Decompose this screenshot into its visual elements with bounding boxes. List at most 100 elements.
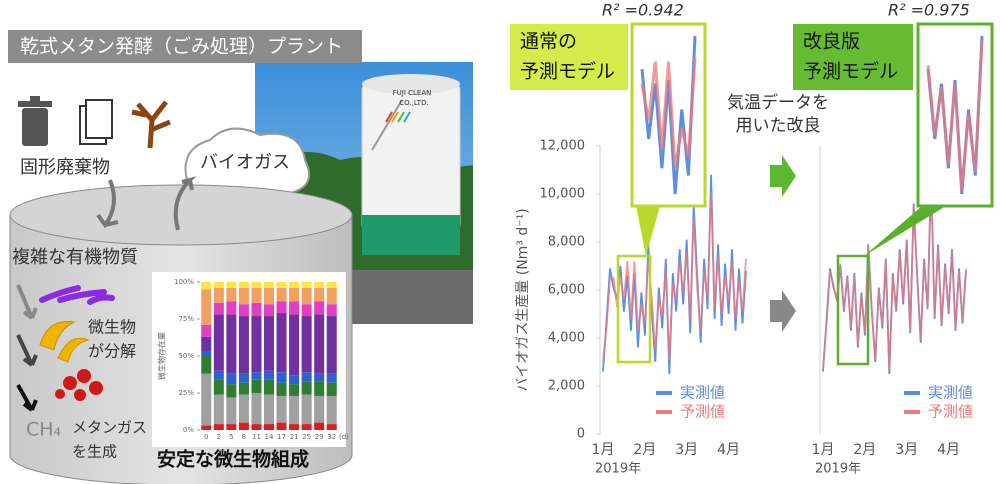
x-tick-label: 2月: [853, 442, 876, 458]
bar-segment: [251, 424, 262, 430]
x-tick-label: 32: [327, 433, 336, 441]
bar-segment: [238, 316, 249, 374]
x-unit: (d): [339, 433, 349, 441]
callout: [864, 206, 946, 256]
bar-segment: [314, 373, 325, 382]
model-label: 予測モデル: [520, 61, 615, 83]
bar-segment: [326, 282, 337, 288]
bar-segment: [276, 282, 287, 288]
bar-segment: [276, 382, 287, 396]
process-icons: [16, 284, 115, 412]
bar-segment: [276, 372, 287, 383]
x-tick-label: 2月: [633, 442, 656, 458]
bar-segment: [276, 287, 287, 302]
bar-segment: [251, 379, 262, 393]
arrow: [173, 176, 197, 231]
y-tick-label: 0: [577, 427, 585, 442]
waste-label: 固形廃棄物: [20, 157, 110, 178]
legend-label: 予測値: [928, 403, 973, 421]
zoom-box: [616, 254, 652, 364]
y-tick-label: 100%: [174, 278, 194, 286]
bar-segment: [238, 422, 249, 430]
bar-segment: [251, 316, 262, 373]
bar-segment: [251, 282, 262, 288]
x-tick-label: 2: [217, 433, 221, 441]
series-line: [822, 177, 967, 372]
bar-segment: [213, 302, 224, 315]
bar-segment: [201, 356, 212, 374]
bar-segment: [263, 304, 275, 317]
y-tick-label: 75%: [178, 315, 194, 323]
bar-segment: [251, 302, 262, 317]
zoom-box: [836, 254, 870, 366]
bar-segment: [213, 424, 224, 430]
y-tick-label: 0%: [183, 426, 194, 434]
bar-segment: [213, 287, 224, 303]
x-tick-label: 0: [204, 433, 208, 441]
organic-label: 複雑な有機物質: [12, 247, 138, 268]
decompose-label: が分解: [88, 342, 136, 361]
y-axis-title: 微生物存在量: [157, 332, 167, 380]
bar-segment: [251, 287, 262, 303]
bar-segment: [213, 379, 224, 395]
bar-segment: [226, 373, 237, 385]
model-label: 予測モデル: [803, 61, 898, 83]
bar-segment: [289, 314, 300, 376]
bar-segment: [263, 424, 275, 430]
zoom-line: [640, 57, 697, 169]
model-label-box: [793, 24, 913, 90]
bar-segment: [263, 316, 275, 371]
bar-segment: [238, 282, 249, 288]
x-tick-label: 11: [252, 433, 261, 441]
y-tick-label: 2,000: [548, 379, 585, 394]
bar-segment: [263, 282, 275, 288]
bar-segment: [289, 424, 300, 430]
bar-segment: [238, 287, 249, 305]
bar-segment: [238, 373, 249, 383]
y-tick-label: 4,000: [548, 331, 585, 346]
legend-label: 予測値: [680, 403, 725, 421]
gas-cloud: [184, 127, 311, 197]
bar-segment: [314, 381, 325, 396]
bar-segment: [226, 282, 237, 288]
decompose-label: 微生物: [88, 318, 136, 337]
x-tick-label: 17: [277, 433, 286, 441]
zoom-line: [926, 39, 984, 191]
x-tick-label: 5: [229, 433, 233, 441]
bar-segment: [276, 301, 287, 314]
bar-segment: [301, 372, 312, 382]
bar-segment: [289, 287, 300, 302]
bar-segment: [301, 394, 312, 425]
bar-segment: [314, 395, 325, 423]
ch4-label: CH₄: [26, 419, 62, 441]
bar-segment: [301, 381, 312, 395]
bar-segment: [314, 287, 325, 302]
bar-segment: [326, 316, 337, 374]
x-tick-label: 3月: [675, 442, 698, 458]
improve-label: 用いた改良: [736, 116, 821, 136]
panel-title: 乾式メタン発酵（ごみ処理）プラント: [20, 36, 343, 58]
legend-label: 実測値: [680, 384, 725, 402]
bar-segment: [326, 424, 337, 430]
y-tick-label: 50%: [178, 352, 194, 360]
x-tick-label: 1月: [592, 442, 615, 458]
y-tick-label: 25%: [178, 389, 194, 397]
bar-segment: [213, 282, 224, 288]
bar-segment: [263, 394, 275, 425]
legend-label: 実測値: [928, 384, 973, 402]
stable-label: 安定な微生物組成: [157, 448, 309, 471]
y-tick-label: 10,000: [540, 187, 586, 202]
bar-segment: [201, 282, 212, 290]
bar-segment: [226, 424, 237, 430]
bar-segment: [314, 301, 325, 315]
bar-segment: [289, 375, 300, 385]
y-axis-title: バイオガス生産量 (Nm³ d⁻¹): [515, 208, 531, 391]
x-tick-label: 1月: [812, 442, 835, 458]
y-tick-label: 12,000: [540, 139, 586, 154]
waste-icons: [18, 96, 171, 149]
bar-segment: [276, 422, 287, 430]
x-tick-label: 29: [315, 433, 324, 441]
bar-segment: [201, 336, 212, 352]
arrow: [770, 155, 796, 197]
bar-segment: [289, 301, 300, 315]
